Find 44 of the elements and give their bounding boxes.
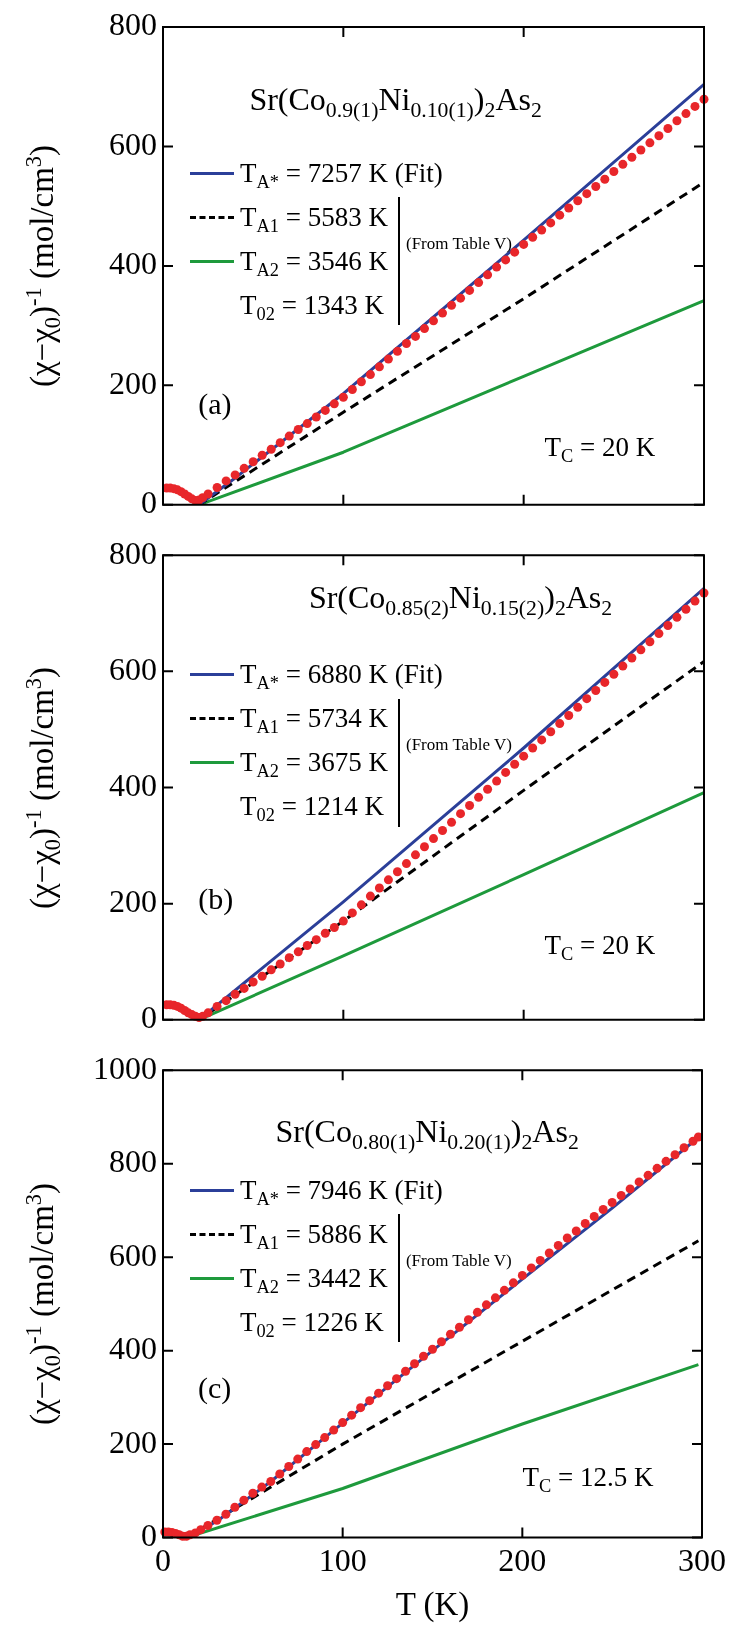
- legend-label: T$_{A*}$ = 7946 K (Fit): [239, 1174, 443, 1210]
- y-tick-label: 600: [109, 1236, 157, 1273]
- y-tick-label: 600: [109, 650, 157, 687]
- annotation: T$_{C}$ = 20 K: [544, 929, 656, 965]
- annotation: (b): [198, 882, 234, 915]
- annotation: T$_{02}$ = 1343 K: [240, 289, 384, 325]
- y-tick-label: 400: [109, 1330, 157, 1367]
- y-tick-label: 0: [141, 1517, 157, 1554]
- annotation: T$_{C}$ = 12.5 K: [522, 1461, 654, 1496]
- y-tick-label: 200: [109, 364, 157, 401]
- text: Sr(Co$_{0.80(1)}$Ni$_{0.20(1)}$)$_{2}$As$_{2}$: [275, 1112, 579, 1155]
- y-tick-label: 800: [109, 534, 157, 571]
- legend-label: T$_{A2}$ = 3546 K: [240, 245, 388, 281]
- y-tick-label: 0: [141, 484, 157, 521]
- y-tick-label: 400: [109, 245, 157, 282]
- text: Sr(Co$_{0.85(2)}$Ni$_{0.15(2)}$)$_{2}$As$_{2}$: [308, 579, 613, 621]
- y-tick-label: 200: [109, 1423, 157, 1460]
- annotation: (From Table V): [405, 233, 512, 253]
- x-axis-title: T (K): [395, 1585, 470, 1622]
- y-tick-label: 200: [109, 883, 157, 920]
- legend-label: T$_{A1}$ = 5734 K: [240, 703, 388, 738]
- y-tick-label: 800: [109, 6, 157, 43]
- annotation: (c): [198, 1371, 232, 1405]
- annotation: T$_{C}$ = 20 K: [544, 431, 656, 467]
- annotation: T$_{02}$ = 1226 K: [239, 1306, 384, 1342]
- legend-label: T$_{A2}$ = 3442 K: [239, 1262, 388, 1298]
- x-tick-label: 200: [498, 1542, 547, 1579]
- legend-label: T$_{A*}$ = 7257 K (Fit): [240, 157, 443, 193]
- y-tick-label: 0: [141, 999, 157, 1036]
- y-tick-label: 1000: [93, 1049, 157, 1086]
- legend-label: T$_{A1}$ = 5583 K: [240, 201, 388, 237]
- annotation: (From Table V): [405, 1250, 512, 1270]
- annotation: T$_{02}$ = 1214 K: [240, 791, 384, 826]
- text: Sr(Co$_{0.9(1)}$Ni$_{0.10(1)}$)$_{2}$As$_{2}$: [249, 80, 542, 123]
- legend-label: T$_{A2}$ = 3675 K: [240, 747, 388, 782]
- y-tick-label: 800: [109, 1143, 157, 1180]
- annotation: (From Table V): [405, 735, 512, 755]
- annotation: (a): [198, 387, 232, 421]
- legend-label: T$_{A*}$ = 6880 K (Fit): [240, 659, 443, 694]
- y-tick-label: 400: [109, 766, 157, 803]
- y-tick-label: 600: [109, 125, 157, 162]
- legend-label: T$_{A1}$ = 5886 K: [239, 1218, 388, 1254]
- x-tick-label: 300: [678, 1542, 726, 1579]
- x-tick-label: 100: [318, 1542, 367, 1579]
